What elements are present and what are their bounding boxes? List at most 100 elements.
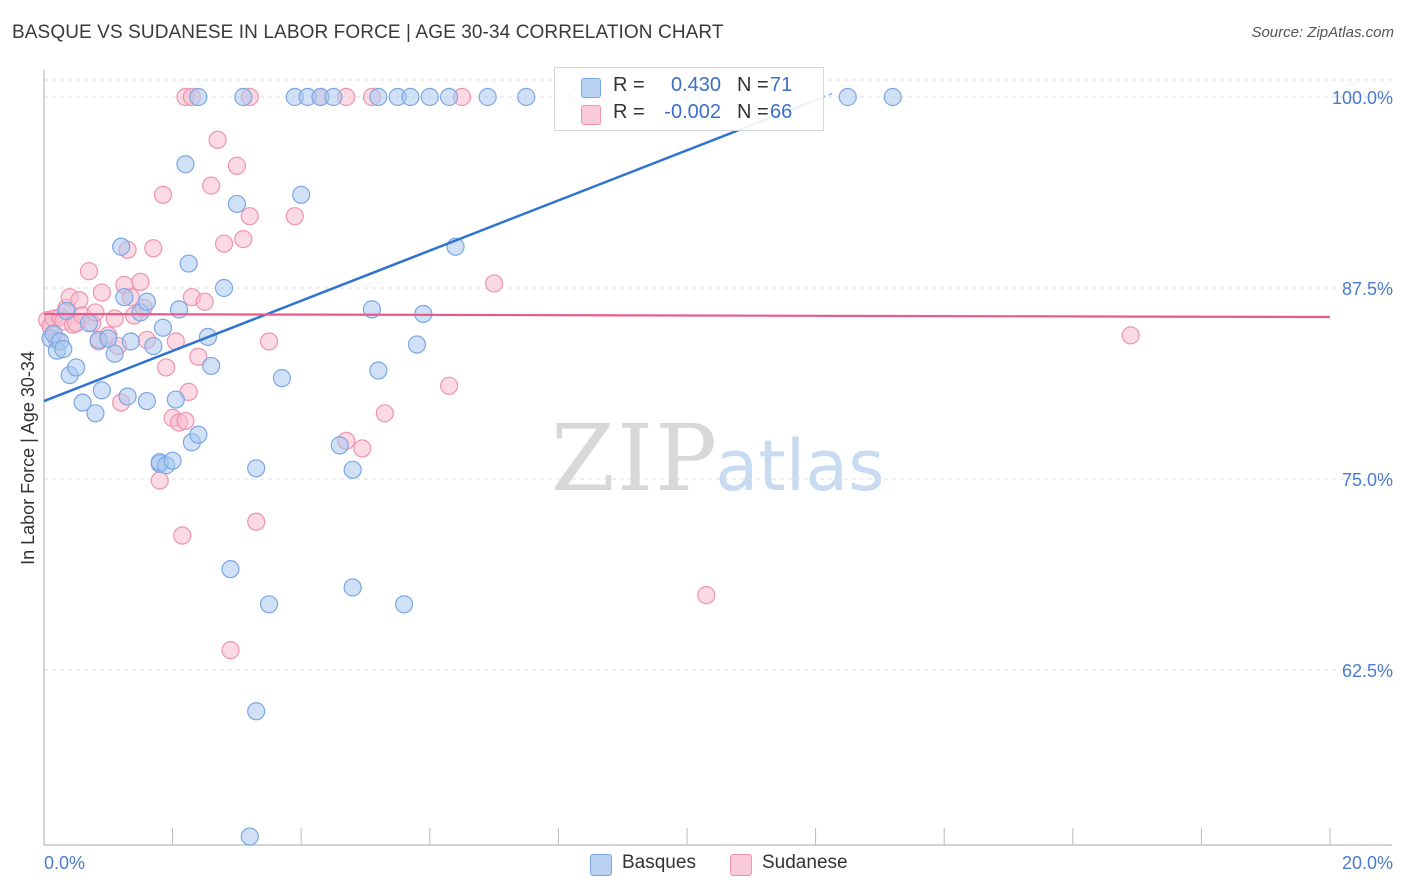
basque-point [394,595,414,614]
basque-point [99,329,118,348]
basque-point [221,560,240,579]
sudanese-point [157,358,176,377]
basques-swatch [581,78,601,98]
sudanese-point [375,404,394,423]
basque-point [227,194,246,214]
sudanese-point [131,272,150,291]
y-axis-label: In Labor Force | Age 30-34 [18,351,38,565]
source-credit: Source: ZipAtlas.com [1251,24,1394,41]
sudanese-point [79,262,99,281]
basque-point [240,827,259,846]
y-tick-label: 87.5% [1342,279,1393,299]
legend-n-label: N = [737,74,769,96]
basque-point [883,87,902,107]
legend-n-value: 66 [770,101,793,123]
basque-point [176,155,195,174]
sudanese-point [173,526,192,545]
sudanese-point [439,376,459,395]
basque-point [137,292,156,311]
basque-point [517,87,536,107]
sudanese-point [697,586,716,605]
basque-point [259,595,279,614]
sudanese-point [208,130,227,149]
basques-trend-extension [821,91,836,99]
basque-point [214,278,234,298]
sudanese-point [234,230,253,249]
basque-point [330,436,349,455]
basque-point [153,318,173,337]
basque-point [202,356,221,376]
sudanese-swatch [581,105,601,125]
basque-point [292,185,311,204]
basque-point [137,391,156,411]
y-tick-label: 100.0% [1332,88,1393,108]
sudanese-point [202,176,221,195]
basque-point [234,87,253,107]
sudanese-point [195,292,214,311]
basque-point [369,87,388,107]
basque-point [112,237,131,256]
basque-point [54,340,73,359]
watermark-atlas: atlas [715,425,884,507]
legend-item-sudanese[interactable]: Sudanese [730,852,870,878]
basque-point [343,578,362,597]
sudanese-point [153,185,173,204]
legend-r-value: -0.002 [664,101,721,123]
sudanese-point [247,512,266,531]
basque-point [92,381,111,400]
sudanese-point [227,156,246,175]
sudanese-point [285,207,304,226]
legend-item-basques[interactable]: Basques [590,852,720,878]
basque-point [67,358,86,377]
legend-n-value: 71 [770,74,793,96]
legend-n-label: N = [737,101,769,123]
basque-point [272,369,292,388]
legend-row-sudanese: R = -0.002 N = 66 [555,101,823,127]
sudanese-legend-label: Sudanese [762,852,848,873]
chart-title: BASQUE VS SUDANESE IN LABOR FORCE | AGE … [12,22,724,43]
sudanese-point [214,234,234,253]
basque-point [324,87,343,107]
basque-point [166,390,185,409]
sudanese-point [150,471,169,490]
watermark-zip: ZIP [551,405,719,512]
sudanese-legend-swatch [730,854,752,876]
basque-point [73,393,92,412]
basque-point [163,451,182,470]
sudanese-point [105,309,124,328]
sudanese-point [189,347,208,366]
basque-point [343,460,362,479]
sudanese-point [259,332,279,351]
x-tick-label-max: 20.0% [1342,853,1393,873]
basque-point [478,87,497,107]
basques-legend-swatch [590,854,612,876]
basques-trend-line [43,96,823,403]
basque-point [247,459,266,478]
legend-r-value: 0.430 [670,74,721,96]
sudanese-point [1121,326,1140,345]
legend-r-label: R = [613,101,645,123]
basque-point [115,288,134,307]
basque-point [401,87,420,107]
basque-point [179,254,198,273]
basque-point [369,361,388,380]
y-tick-label: 75.0% [1342,470,1393,490]
x-tick-label-min: 0.0% [44,853,85,873]
legend-row-basques: R = 0.430 N = 71 [555,74,823,100]
basques-legend-label: Basques [622,852,696,873]
basque-point [57,301,76,321]
sudanese-point [221,641,240,660]
basque-point [362,300,382,319]
basque-point [189,425,208,444]
legend-r-label: R = [613,74,645,96]
basque-point [86,404,105,423]
y-tick-label: 62.5% [1342,661,1393,681]
basque-point [407,335,427,354]
basque-point [118,387,137,406]
sudanese-point [240,207,259,226]
basque-point [838,87,857,107]
basque-point [247,702,266,721]
basque-point [105,344,124,363]
sudanese-point [485,274,504,293]
